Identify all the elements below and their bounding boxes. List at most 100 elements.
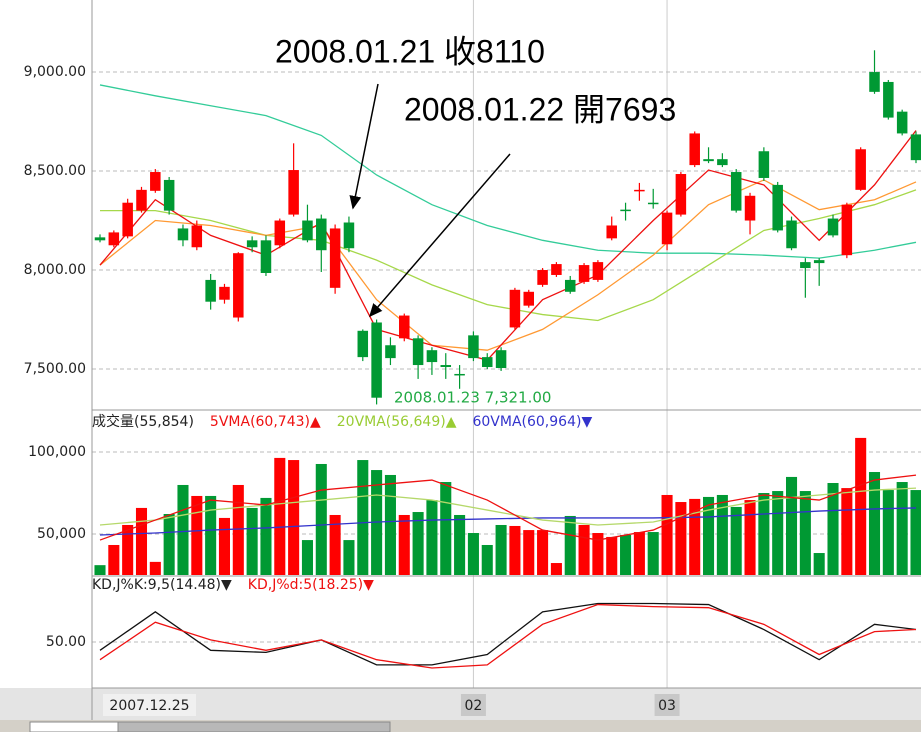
candle-body bbox=[800, 262, 811, 269]
volume-bar bbox=[481, 544, 493, 575]
volume-bar bbox=[232, 484, 244, 575]
volume-bar bbox=[592, 533, 604, 575]
low-label: 2008.01.23 7,321.00 bbox=[394, 389, 551, 407]
volume-bar bbox=[785, 476, 798, 575]
candle-body bbox=[454, 373, 465, 376]
volume-bar bbox=[882, 490, 894, 575]
volume-bar bbox=[163, 513, 175, 575]
volume-bar bbox=[440, 482, 452, 575]
legend-entry: 20VMA(56,649)▲ bbox=[337, 414, 457, 430]
volume-bar bbox=[205, 495, 217, 575]
x-tick-label: 2007.12.25 bbox=[109, 698, 189, 714]
candle-body bbox=[509, 289, 521, 328]
candle-body bbox=[827, 218, 839, 236]
volume-bar bbox=[315, 463, 327, 575]
volume-bar bbox=[910, 490, 921, 575]
x-label-box bbox=[460, 694, 486, 716]
moving-average bbox=[99, 179, 917, 351]
volume-bar bbox=[357, 460, 369, 575]
candle-body bbox=[606, 225, 617, 239]
legend-entry: 成交量(55,854) bbox=[92, 413, 194, 430]
y-tick-label: 8,500.00 bbox=[24, 163, 86, 179]
candle-body bbox=[219, 286, 230, 300]
volume-bar bbox=[744, 500, 756, 575]
volume-bar bbox=[716, 494, 728, 575]
candle-body bbox=[717, 159, 728, 166]
candle-body bbox=[523, 291, 535, 306]
volume-bar bbox=[564, 515, 576, 575]
legend-entry: 60VMA(60,964)▼ bbox=[472, 414, 592, 430]
candle-body bbox=[108, 232, 120, 246]
volume-bar bbox=[177, 484, 189, 575]
candle-body bbox=[620, 209, 631, 212]
volume-bar bbox=[274, 457, 286, 575]
y-tick-label: 7,500.00 bbox=[24, 361, 86, 377]
y-tick-label: 8,000.00 bbox=[24, 262, 86, 278]
candle-body bbox=[883, 81, 894, 118]
y-tick-label: 50.00 bbox=[46, 634, 86, 650]
volume-bar bbox=[855, 437, 867, 575]
candle-body bbox=[675, 174, 687, 215]
volume-bar bbox=[675, 502, 687, 575]
volume-bar bbox=[799, 491, 811, 575]
volume-bar bbox=[703, 496, 715, 575]
annotation: 2008.01.21 收8110 bbox=[275, 33, 545, 69]
candle-body bbox=[205, 279, 216, 302]
volume-bar bbox=[122, 524, 134, 575]
candle-body bbox=[233, 253, 244, 318]
candle-body bbox=[661, 212, 673, 245]
volume-bar bbox=[454, 514, 466, 575]
candle-body bbox=[440, 365, 452, 368]
arrow bbox=[369, 153, 511, 318]
volume-bar bbox=[647, 532, 659, 575]
legend-entry: KD,J%d:5(18.25)▼ bbox=[248, 577, 374, 593]
candle-body bbox=[689, 133, 700, 166]
candle-body bbox=[758, 151, 770, 178]
volume-bar bbox=[135, 507, 148, 575]
volume-bar bbox=[288, 460, 300, 575]
volume-bar bbox=[94, 565, 106, 575]
candle-body bbox=[246, 240, 258, 248]
candle-body bbox=[855, 149, 866, 190]
volume-bar bbox=[301, 540, 313, 575]
volume-bar bbox=[896, 482, 908, 575]
candle-body bbox=[744, 195, 756, 221]
volume-bar bbox=[827, 483, 839, 575]
volume-bar bbox=[509, 525, 521, 575]
kd-line bbox=[99, 602, 917, 666]
y-tick-label: 50,000 bbox=[37, 526, 86, 542]
volume-bar bbox=[149, 561, 161, 575]
scroll-thumb[interactable] bbox=[117, 721, 391, 732]
candle-body bbox=[468, 335, 479, 359]
volume-bar bbox=[523, 530, 535, 575]
volume-bar bbox=[868, 472, 881, 575]
candle-body bbox=[578, 265, 590, 282]
candle-body bbox=[647, 202, 659, 205]
volume-bar bbox=[841, 488, 853, 575]
volume-bar bbox=[343, 540, 355, 575]
candle-body bbox=[136, 189, 147, 211]
volume-bar bbox=[398, 514, 410, 575]
candle-body bbox=[841, 204, 853, 256]
volume-bar bbox=[661, 494, 673, 575]
volume-bar bbox=[620, 534, 632, 575]
volume-bar bbox=[578, 524, 590, 575]
volume-bar bbox=[412, 512, 424, 575]
candle-body bbox=[316, 218, 327, 251]
volume-bar bbox=[772, 491, 784, 575]
candle-body bbox=[94, 237, 106, 241]
volume-bar bbox=[467, 533, 479, 575]
candle-body bbox=[786, 220, 797, 249]
volume-bar bbox=[730, 506, 742, 575]
arrow bbox=[349, 83, 379, 210]
candle-body bbox=[163, 179, 175, 211]
candle-body bbox=[896, 111, 908, 134]
x-tick-label: 03 bbox=[658, 698, 676, 714]
volume-bar bbox=[689, 498, 701, 575]
candle-body bbox=[703, 159, 714, 162]
candle-body bbox=[288, 170, 299, 215]
volume-bar bbox=[260, 497, 272, 575]
volume-bar bbox=[550, 563, 562, 575]
